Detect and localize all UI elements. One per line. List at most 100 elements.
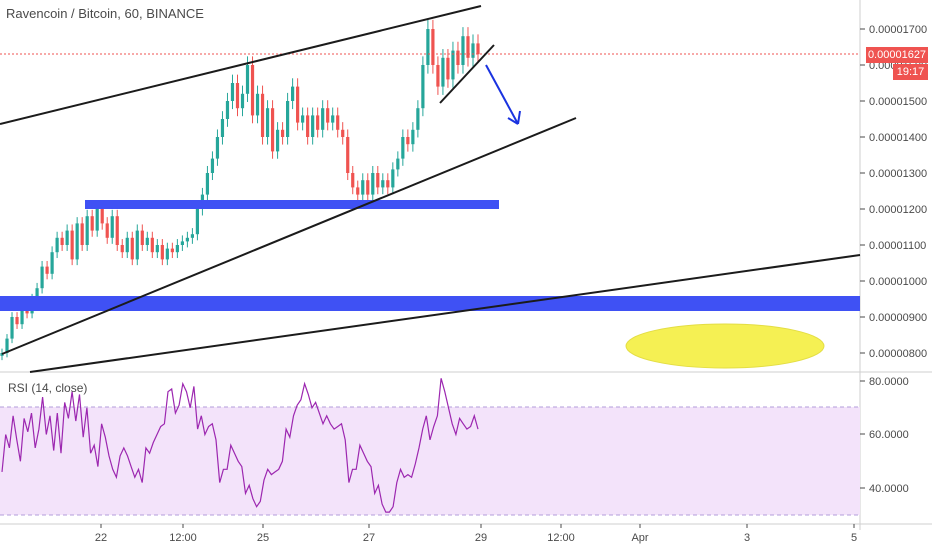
candle-body [255,93,260,116]
candle-body [275,129,280,152]
candle-body [245,65,250,94]
candle-body [371,173,375,195]
candle-body [120,245,124,253]
candle-body [260,93,265,137]
projection-arrow[interactable] [485,64,521,125]
candle-body [170,248,174,253]
candle-body [280,129,285,137]
candle-body [225,101,230,119]
candle-body [466,36,470,58]
countdown-tag: 19:17 [893,64,928,80]
candle-body [296,86,300,123]
candle-body [95,209,99,231]
price-tick-label: 0.00001400 [869,132,927,144]
candle-body [195,209,200,235]
price-tick-label: 0.00000900 [869,312,927,324]
support-zone-upper[interactable] [85,200,499,209]
candle-body [60,237,64,245]
candle-body [235,83,240,109]
candle-body [356,187,360,195]
candle-body [321,108,325,130]
candle-body [291,86,295,101]
price-tick-label: 0.00001200 [869,204,927,216]
candle-body [270,108,275,152]
candle-body [471,43,475,58]
candle-body [331,115,335,123]
time-tick-label: 29 [475,532,487,544]
rsi-axis: 80.0000 60.0000 40.0000 [860,376,909,495]
candle-body [451,50,455,80]
candle-body [150,237,154,253]
candle-body [175,245,179,253]
time-tick-label: 25 [257,532,269,544]
candle-body [391,169,395,188]
candle-body [361,180,365,195]
candle-body [286,101,290,137]
channel-top-trendline[interactable] [0,5,482,125]
long-term-trendline[interactable] [29,254,861,373]
candle-body [70,230,74,260]
wedge-trendline[interactable] [439,44,495,104]
candle-body [441,57,445,87]
candle-body [15,317,19,325]
candle-body [125,237,129,253]
time-tick-label: 5 [851,532,857,544]
candle-body [401,137,405,159]
candle-body [80,223,84,245]
candle-body [190,234,194,238]
candle-body [431,29,435,65]
price-tick-label: 0.00001300 [869,168,927,180]
candle-body [346,137,350,173]
price-tick-label: 0.00001500 [869,96,927,108]
candle-body [140,230,144,245]
candle-body [386,180,390,188]
candle-body [105,223,109,238]
candle-body [160,245,164,260]
candle-body [145,237,149,245]
time-tick-label: 3 [744,532,750,544]
channel-bottom-trendline[interactable] [1,117,577,355]
candle-body [376,173,380,188]
candle-body [456,50,460,65]
rsi-tick-label: 80.0000 [869,376,909,388]
rsi-line [1,378,479,513]
candle-body [90,216,94,231]
candle-body [396,158,400,170]
candle-body [411,129,415,145]
target-ellipse[interactable] [625,323,825,369]
candle-body [421,65,425,109]
candle-body [35,288,39,299]
candle-body [416,108,420,130]
price-tick-label: 0.00001000 [869,276,927,288]
last-price-tag: 0.00001627 [866,47,928,63]
candle-body [185,237,189,242]
time-tick-label: Apr [631,532,648,544]
candle-body [165,248,169,260]
candle-body [75,223,79,260]
candle-body [406,137,410,145]
candle-body [40,266,44,289]
rsi-tick-label: 60.0000 [869,429,909,441]
candle-body [115,216,119,245]
time-tick-label: 22 [95,532,107,544]
time-tick-label: 12:00 [169,532,197,544]
price-tick-label: 0.00001100 [869,240,926,252]
time-tick-label: 27 [363,532,375,544]
candle-body [426,29,430,65]
price-tick-label: 0.00000800 [869,348,927,360]
candle-body [215,137,220,159]
candle-body [100,209,104,224]
candle-body [220,119,225,137]
rsi-title: RSI (14, close) [8,381,88,395]
candle-body [20,306,24,325]
candle-body [436,65,440,87]
rsi-tick-label: 40.0000 [869,483,909,495]
candle-body [311,115,315,137]
candlestick-series [0,19,480,361]
support-zone-lower[interactable] [0,296,860,311]
candle-body [0,353,4,356]
price-tick-label: 0.00001700 [869,24,927,36]
candle-body [301,115,305,123]
chart-title: Ravencoin / Bitcoin, 60, BINANCE [6,6,204,21]
